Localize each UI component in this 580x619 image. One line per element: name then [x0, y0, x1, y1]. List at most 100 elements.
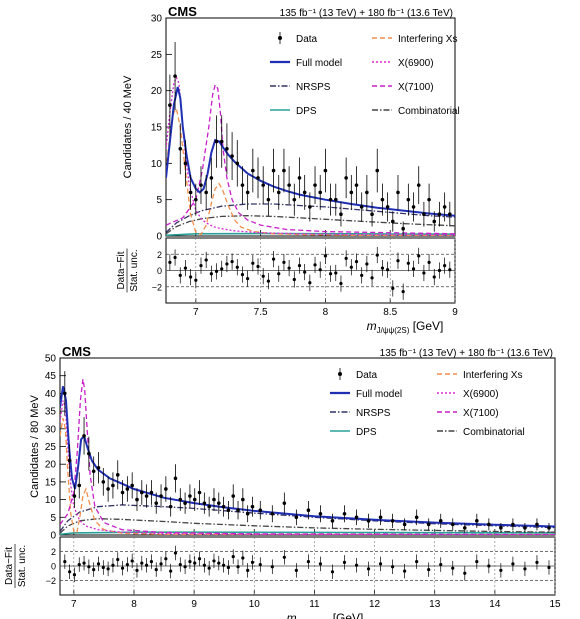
data-point	[209, 176, 214, 180]
x-tick-label: 9	[452, 307, 458, 318]
x-tick-label: 12	[369, 599, 381, 610]
pull-point	[403, 569, 407, 573]
data-point	[333, 197, 338, 202]
x-tick-label: 14	[489, 599, 501, 610]
legend-label: NRSPS	[356, 408, 391, 419]
data-point	[87, 451, 91, 456]
pull-point	[432, 275, 436, 279]
pull-point	[225, 262, 229, 266]
data-point	[125, 487, 130, 491]
y-tick-label: 5	[156, 195, 162, 206]
data-point	[339, 212, 343, 216]
pull-point	[339, 281, 343, 286]
legend: Data Interfering Xs Full model X(6900) NRSPS…	[320, 364, 551, 442]
y-tick-label: 50	[45, 354, 57, 365]
y-tick-label: 45	[45, 371, 57, 382]
pull-point	[282, 260, 286, 264]
pull-point	[178, 562, 182, 567]
data-point	[318, 190, 323, 195]
data-point	[120, 490, 125, 495]
data-point	[183, 501, 187, 505]
pull-point	[330, 570, 335, 574]
pull-point	[365, 262, 369, 266]
pull-point	[437, 268, 442, 273]
y-tick-label: 25	[151, 50, 163, 61]
pull-point	[226, 565, 231, 570]
legend-item-data: Data	[278, 32, 318, 45]
data-point	[328, 197, 333, 202]
x-axis-label-main: m	[287, 611, 297, 619]
data-point	[106, 487, 110, 491]
data-point	[475, 519, 479, 523]
data-point	[188, 190, 193, 195]
pull-point	[443, 264, 447, 268]
data-point	[216, 501, 221, 505]
data-point	[256, 176, 260, 180]
data-point	[241, 497, 245, 502]
pull-point	[354, 259, 359, 264]
data-point	[318, 511, 323, 516]
pull-point	[417, 254, 421, 258]
pull-point	[135, 568, 139, 572]
ratio-tick-label: 2	[157, 250, 162, 260]
data-point	[245, 190, 250, 195]
pull-point	[396, 259, 400, 263]
pull-point	[145, 563, 149, 567]
y-tick-label: 15	[151, 123, 163, 134]
data-point	[258, 508, 263, 513]
data-point	[487, 522, 491, 527]
data-point	[370, 212, 374, 216]
legend-marker	[338, 372, 342, 376]
pull-point	[270, 565, 274, 569]
pull-point	[386, 268, 390, 272]
data-point	[82, 434, 86, 438]
data-point	[271, 168, 276, 173]
data-point	[306, 508, 311, 513]
data-point	[77, 483, 82, 488]
pull-point	[72, 573, 77, 577]
legend-marker	[278, 36, 282, 40]
y-tick-label: 20	[151, 86, 163, 97]
ratio-tick-label: 2	[51, 547, 56, 557]
x-axis-unit: [GeV]	[329, 611, 363, 619]
data-point	[448, 212, 452, 216]
pull-point	[342, 560, 347, 564]
data-point	[135, 497, 139, 502]
data-point	[199, 183, 203, 187]
y-tick-label: 15	[45, 477, 57, 488]
data-point	[207, 504, 211, 509]
legend-label: DPS	[356, 427, 377, 438]
legend-label: X(6900)	[463, 389, 499, 400]
data-point	[294, 515, 299, 520]
pull-point	[193, 561, 197, 565]
pull-point	[188, 560, 192, 564]
pull-point	[212, 559, 216, 563]
data-point	[212, 497, 216, 502]
data-point	[450, 522, 455, 527]
pull-point	[250, 560, 255, 564]
data-point	[178, 497, 183, 502]
pull-point	[354, 563, 359, 567]
x-tick-label: 7	[193, 307, 199, 318]
data-point	[375, 168, 380, 173]
curve-comb	[166, 215, 455, 235]
data-point	[499, 526, 503, 530]
pull-point	[251, 261, 255, 265]
pull-point	[411, 267, 416, 271]
data-point	[159, 494, 163, 498]
pull-point	[125, 562, 129, 567]
pull-point	[231, 554, 235, 559]
pull-point	[344, 256, 348, 260]
legend-item-comb: Combinatorial	[437, 427, 525, 438]
pull-point	[401, 290, 405, 294]
data-point	[330, 519, 335, 523]
pull-point	[391, 286, 395, 290]
data-point	[197, 490, 202, 495]
pull-point	[256, 264, 260, 269]
data-point	[188, 494, 192, 498]
pull-point	[164, 557, 168, 561]
pull-point	[197, 557, 202, 561]
pull-point	[451, 566, 455, 570]
data-point	[115, 473, 120, 477]
pull-point	[391, 565, 395, 569]
